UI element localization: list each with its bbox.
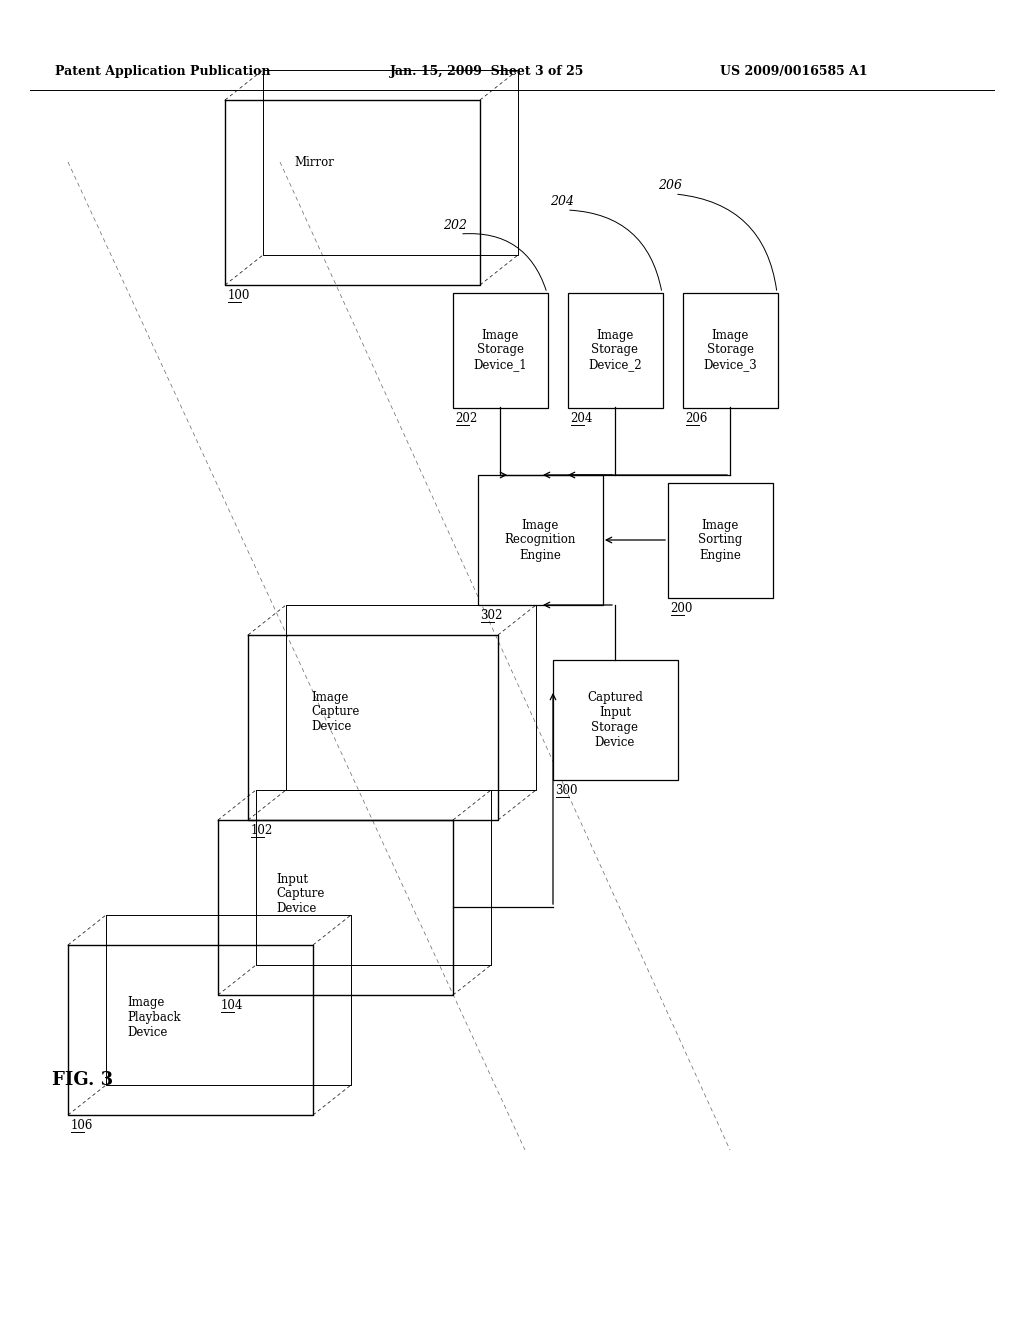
Text: 104: 104	[221, 999, 244, 1012]
Text: 106: 106	[71, 1119, 93, 1133]
Text: Mirror: Mirror	[294, 156, 334, 169]
Text: 200: 200	[671, 602, 693, 615]
Text: Image
Storage
Device_2: Image Storage Device_2	[588, 329, 642, 371]
Bar	[553, 660, 678, 780]
Text: Patent Application Publication: Patent Application Publication	[55, 66, 270, 78]
Text: Image
Sorting
Engine: Image Sorting Engine	[698, 519, 742, 561]
Text: FIG. 3: FIG. 3	[52, 1071, 113, 1089]
Text: US 2009/0016585 A1: US 2009/0016585 A1	[720, 66, 867, 78]
Text: 204: 204	[550, 195, 574, 209]
Text: 100: 100	[228, 289, 251, 302]
Text: 204: 204	[570, 412, 593, 425]
Text: 302: 302	[480, 609, 503, 622]
Bar	[477, 475, 602, 605]
Text: Jan. 15, 2009  Sheet 3 of 25: Jan. 15, 2009 Sheet 3 of 25	[390, 66, 585, 78]
Text: Image
Storage
Device_1: Image Storage Device_1	[473, 329, 526, 371]
Text: Image
Storage
Device_3: Image Storage Device_3	[703, 329, 757, 371]
Text: Captured
Input
Storage
Device: Captured Input Storage Device	[587, 690, 643, 748]
Text: 206: 206	[658, 180, 682, 191]
Bar	[567, 293, 663, 408]
Text: 206: 206	[685, 412, 708, 425]
Text: 202: 202	[456, 412, 478, 425]
Text: Input
Capture
Device: Input Capture Device	[276, 873, 325, 916]
Text: 202: 202	[443, 219, 467, 232]
Bar	[453, 293, 548, 408]
Text: 300: 300	[555, 784, 578, 797]
Bar	[683, 293, 777, 408]
Bar	[668, 483, 772, 598]
Text: 102: 102	[251, 824, 273, 837]
Text: Image
Playback
Device: Image Playback Device	[127, 997, 180, 1039]
Text: Image
Recognition
Engine: Image Recognition Engine	[504, 519, 575, 561]
Text: Image
Capture
Device: Image Capture Device	[311, 690, 359, 734]
